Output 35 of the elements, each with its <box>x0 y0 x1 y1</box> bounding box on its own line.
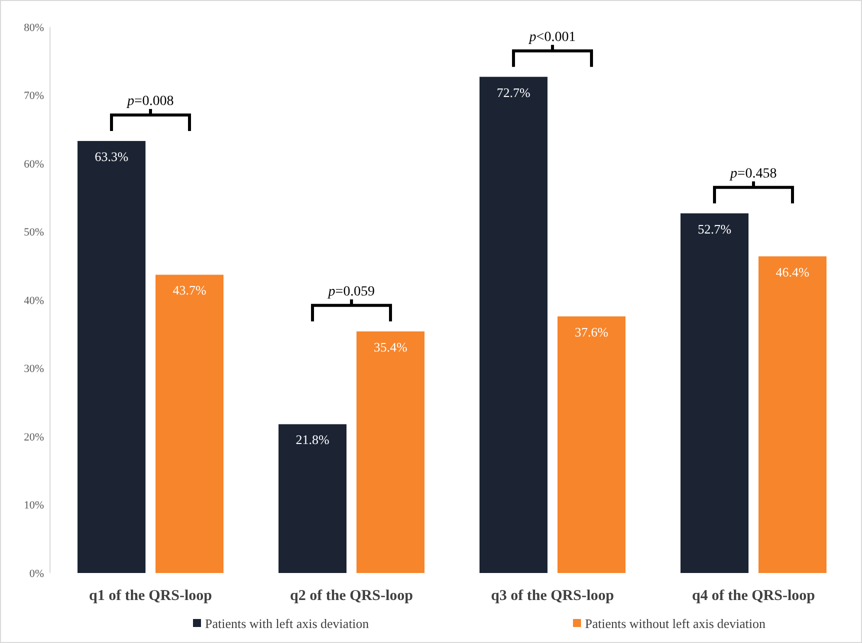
annotation: p=0.008 <box>126 94 174 109</box>
data-label: 52.7% <box>698 221 732 236</box>
x-tick-label: q2 of the QRS-loop <box>290 588 413 604</box>
y-tick-label: 20% <box>24 431 44 444</box>
bar <box>480 76 548 573</box>
x-tick-label: q4 of the QRS-loop <box>692 588 815 604</box>
y-tick-label: 50% <box>24 226 44 239</box>
data-label: 63.3% <box>94 148 128 164</box>
legend-label: Patients with left axis deviation <box>205 616 370 631</box>
bar <box>356 331 424 573</box>
y-tick-label: 60% <box>24 158 44 170</box>
bar <box>78 140 146 573</box>
data-label: 72.7% <box>496 84 530 100</box>
bar <box>680 213 748 573</box>
y-tick-label: 10% <box>24 500 44 512</box>
x-tick-label: q1 of the QRS-loop <box>89 588 212 604</box>
data-label: 21.8% <box>296 432 330 448</box>
bar <box>558 316 626 573</box>
annotation: p<0.001 <box>528 30 576 45</box>
y-tick-label: 40% <box>24 294 44 307</box>
bar <box>758 256 826 573</box>
data-label: 35.4% <box>374 339 408 354</box>
bar <box>278 424 346 573</box>
data-label: 37.6% <box>574 324 608 340</box>
x-tick-label: q3 of the QRS-loop <box>491 588 614 604</box>
annotation: p=0.059 <box>327 284 375 300</box>
data-label: 43.7% <box>172 282 206 298</box>
y-tick-label: 0% <box>29 568 44 580</box>
data-label: 46.4% <box>776 264 810 280</box>
annotation: p=0.458 <box>729 166 777 182</box>
y-tick-label: 30% <box>24 363 44 376</box>
y-tick-label: 70% <box>24 90 44 102</box>
legend-label: Patients without left axis deviation <box>585 616 766 631</box>
bar <box>156 274 224 573</box>
y-tick-label: 80% <box>24 22 44 34</box>
